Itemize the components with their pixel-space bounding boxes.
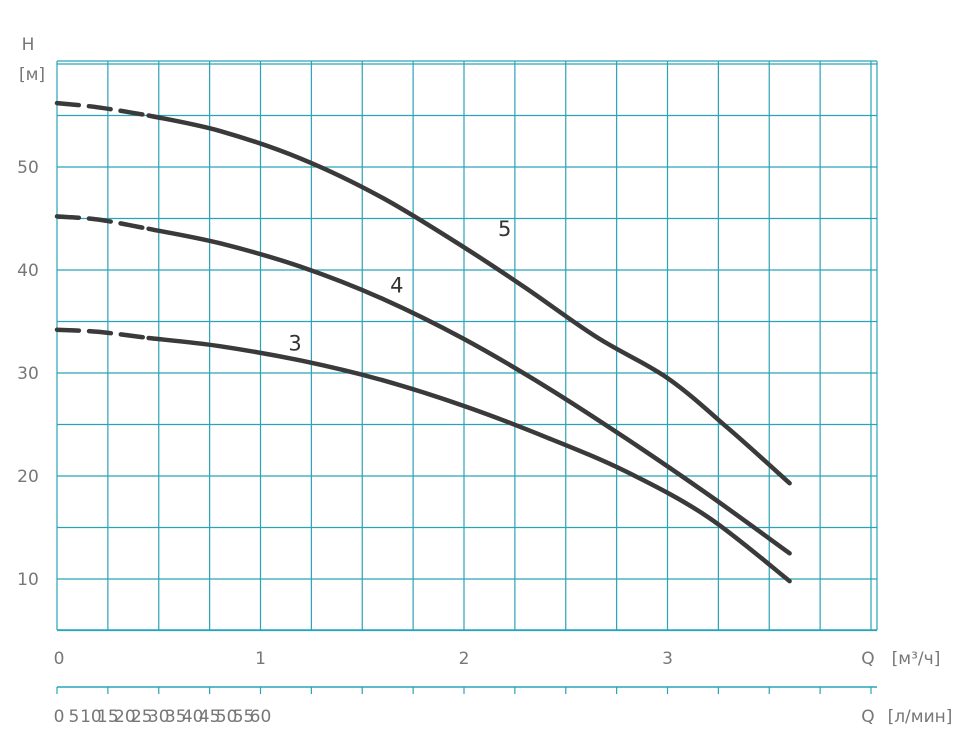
x-tick-label-lmin: 25 xyxy=(131,707,153,727)
y-tick-label: 50 xyxy=(17,158,39,178)
curve-label-3: 3 xyxy=(288,331,301,355)
curves xyxy=(54,100,792,584)
grid xyxy=(56,60,878,694)
x-tick-label-lmin: 20 xyxy=(114,707,136,727)
x-tick-label-m3h: 0 xyxy=(54,649,65,669)
x-tick-label-lmin: 60 xyxy=(250,707,272,727)
curve-3-dashed xyxy=(54,327,151,341)
x-tick-label-lmin: 40 xyxy=(182,707,204,727)
x-tick-label-lmin: 55 xyxy=(233,707,255,727)
curve-label-5: 5 xyxy=(498,217,511,241)
x-axis-bottom-symbol: Q xyxy=(861,707,874,727)
x-tick-label-m3h: 1 xyxy=(255,649,266,669)
x-tick-label-lmin: 5 xyxy=(69,707,80,727)
x-tick-label-lmin: 10 xyxy=(80,707,102,727)
x-tick-label-m3h: 2 xyxy=(459,649,470,669)
curve-4-dashed xyxy=(54,214,151,232)
axes: H [м] Q [м³/ч] Q [л/мин] xyxy=(19,35,952,727)
y-tick-label: 30 xyxy=(17,364,39,384)
x-tick-label-lmin: 35 xyxy=(165,707,187,727)
curve-3 xyxy=(146,335,792,584)
x-axis-top-unit: [м³/ч] xyxy=(892,649,941,669)
y-axis-symbol: H xyxy=(22,35,35,55)
x-axis-top-symbol: Q xyxy=(861,649,874,669)
curve-5 xyxy=(146,113,792,486)
x-tick-label-m3h: 3 xyxy=(662,649,673,669)
x-axis-bottom-unit: [л/мин] xyxy=(888,707,953,727)
curve-labels: 3 4 5 xyxy=(288,217,511,355)
x-tick-label-lmin: 30 xyxy=(148,707,170,727)
x-tick-label-lmin: 0 xyxy=(54,707,65,727)
y-tick-label: 10 xyxy=(17,570,39,590)
y-tick-label: 20 xyxy=(17,467,39,487)
curve-5-dashed xyxy=(54,100,151,118)
curve-label-4: 4 xyxy=(390,274,403,298)
curve-4 xyxy=(146,226,792,556)
x-tick-label-lmin: 50 xyxy=(216,707,238,727)
y-tick-label: 40 xyxy=(17,261,39,281)
x-tick-label-lmin: 45 xyxy=(199,707,221,727)
y-axis-unit: [м] xyxy=(19,65,45,85)
x-tick-label-lmin: 15 xyxy=(97,707,119,727)
